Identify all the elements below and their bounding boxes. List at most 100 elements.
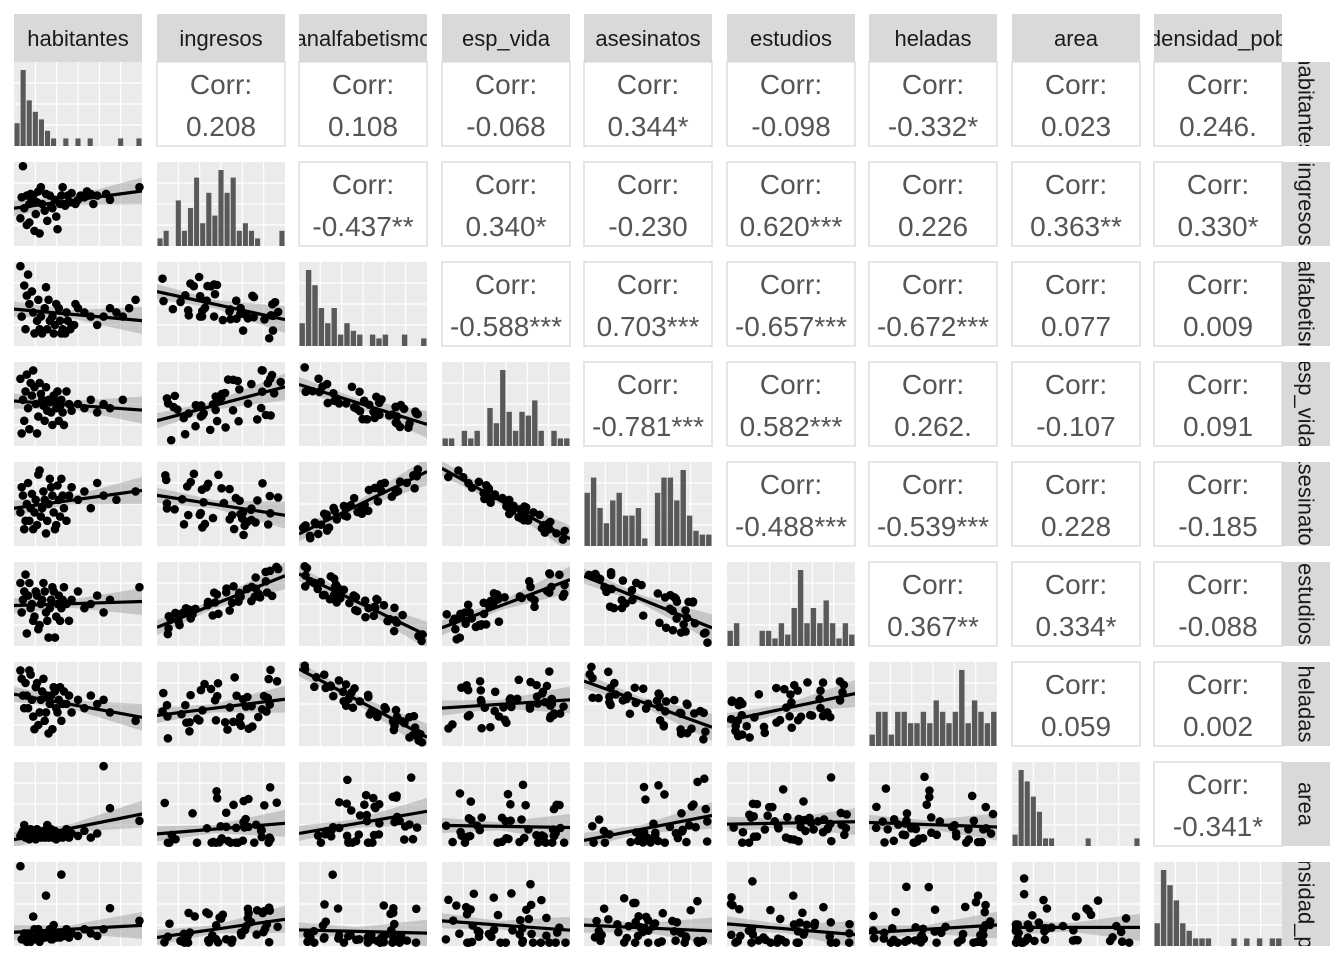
histogram-bar xyxy=(642,538,648,546)
scatter-point xyxy=(273,922,282,932)
scatter-point xyxy=(786,834,795,844)
scatter-point xyxy=(131,716,140,726)
scatter-point xyxy=(412,823,422,832)
scatter-point xyxy=(92,478,102,488)
scatter-point xyxy=(347,382,357,392)
scatter-point xyxy=(27,287,37,296)
scatter-point xyxy=(37,595,47,605)
scatter-point xyxy=(80,826,89,836)
scatter-point xyxy=(379,901,389,910)
scatter-point xyxy=(826,917,836,927)
scatter-point xyxy=(252,415,262,424)
scatter-point xyxy=(452,634,461,644)
histogram-bar xyxy=(759,630,765,646)
scatter-point xyxy=(228,935,237,944)
scatter-point xyxy=(235,496,244,506)
scatter-point xyxy=(181,603,191,613)
scatter-point xyxy=(363,690,373,700)
scatter-panel-heladas-vs-ingresos xyxy=(157,662,285,746)
scatter-point xyxy=(30,226,39,236)
corr-value: -0.588*** xyxy=(450,311,562,342)
scatter-point xyxy=(92,591,102,600)
scatter-point xyxy=(778,785,788,794)
scatter-point xyxy=(200,519,210,529)
corr-panel-border xyxy=(1153,261,1283,347)
scatter-point xyxy=(771,683,781,693)
scatter-point xyxy=(92,408,102,417)
scatter-point xyxy=(50,395,60,405)
scatter-point xyxy=(50,524,60,534)
scatter-point xyxy=(22,370,32,379)
scatter-panel-ingresos-vs-habitantes xyxy=(14,161,144,246)
scatter-point xyxy=(467,815,476,825)
scatter-point xyxy=(526,582,535,592)
scatter-point xyxy=(701,804,711,814)
regression-line xyxy=(299,382,427,426)
scatter-point xyxy=(305,531,315,541)
scatter-point xyxy=(493,595,503,604)
corr-panel-habitantes-densidad_pob: Corr: 0.246. xyxy=(1153,61,1283,147)
histogram-bar xyxy=(629,515,635,546)
histogram-bar xyxy=(829,623,836,646)
scatter-point xyxy=(406,773,416,782)
corr-panel-analfabetismo-densidad_pob: Corr: 0.009 xyxy=(1153,261,1283,347)
scatter-point xyxy=(41,529,51,538)
scatter-point xyxy=(257,825,266,835)
scatter-point xyxy=(349,493,359,503)
scatter-point xyxy=(703,817,712,826)
scatter-point xyxy=(688,597,698,606)
scatter-point xyxy=(742,721,752,731)
scatter-panel-area-vs-esp_vida xyxy=(441,762,570,847)
regression-line xyxy=(442,466,570,541)
scatter-point xyxy=(530,602,539,612)
histogram-bar xyxy=(622,515,629,546)
corr-value: 0.091 xyxy=(1183,411,1253,442)
scatter-point xyxy=(980,907,990,917)
row-strip-area: area xyxy=(1282,762,1330,846)
scatter-point xyxy=(343,775,352,785)
scatter-point xyxy=(25,666,34,675)
scatter-point xyxy=(493,910,503,920)
corr-value: 0.059 xyxy=(1041,711,1111,742)
scatter-point xyxy=(454,466,463,475)
scatter-point xyxy=(504,834,513,844)
scatter-point xyxy=(352,404,362,414)
scatter-point xyxy=(355,811,365,820)
histogram-bar xyxy=(1024,781,1030,846)
scatter-point xyxy=(668,625,678,635)
histogram-bar xyxy=(461,430,468,446)
scatter-point xyxy=(247,515,256,525)
scatter-point xyxy=(787,698,796,707)
scatter-point xyxy=(552,800,561,810)
scatter-point xyxy=(763,811,773,821)
histogram-bar xyxy=(163,230,169,246)
column-strip-area: area xyxy=(1012,14,1140,62)
scatter-point xyxy=(844,938,854,947)
scatter-point xyxy=(235,385,244,394)
corr-value: 0.340* xyxy=(466,211,547,242)
column-strip-ingresos: ingresos xyxy=(157,14,285,62)
scatter-point xyxy=(59,503,69,513)
scatter-point xyxy=(537,895,546,905)
regression-line xyxy=(727,820,855,826)
scatter-point xyxy=(745,733,754,742)
scatter-point xyxy=(1116,927,1126,937)
histogram-bar xyxy=(325,323,331,346)
scatter-point xyxy=(390,721,399,731)
scatter-point xyxy=(30,508,39,517)
scatter-point xyxy=(605,602,615,612)
scatter-point xyxy=(243,399,253,408)
scatter-point xyxy=(727,892,736,902)
scatter-point xyxy=(604,915,613,924)
scatter-point xyxy=(411,938,421,947)
scatter-point xyxy=(171,608,180,618)
scatter-point xyxy=(19,703,29,713)
scatter-point xyxy=(1121,914,1131,923)
scatter-point xyxy=(51,299,61,309)
scatter-point xyxy=(735,696,745,706)
corr-panel-border xyxy=(1011,661,1141,747)
scatter-point xyxy=(693,896,702,906)
scatter-point xyxy=(313,529,323,539)
scatter-point xyxy=(276,377,285,387)
